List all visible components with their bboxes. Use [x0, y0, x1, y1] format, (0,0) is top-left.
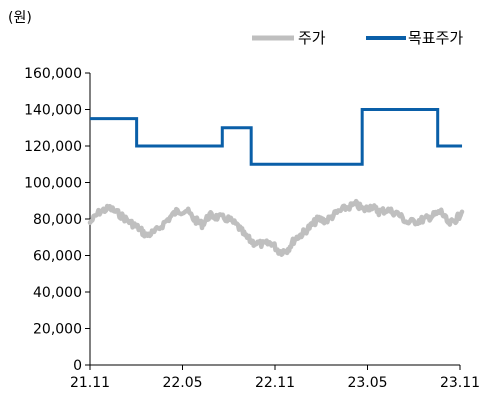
x-tick-label: 21.11 — [70, 375, 110, 391]
y-tick-label: 100,000 — [24, 176, 82, 192]
legend: 주가 목표주가 — [252, 29, 463, 47]
series-line-price — [87, 198, 465, 257]
legend-label-price: 주가 — [298, 29, 326, 47]
x-tick-label: 23.11 — [440, 375, 480, 391]
y-axis: 0 20,000 40,000 60,000 80,000 100,000 120,000 1… — [24, 66, 91, 374]
x-tick-label: 23.05 — [347, 375, 387, 391]
y-tick-label: 140,000 — [24, 103, 82, 119]
series-layer — [87, 108, 465, 257]
legend-label-target: 목표주가 — [408, 29, 463, 47]
y-tick-label: 160,000 — [24, 66, 82, 82]
y-tick-label: 40,000 — [33, 285, 82, 301]
series-line-target — [90, 108, 463, 166]
x-axis: 21.11 22.05 22.11 23.05 23.11 — [70, 364, 480, 391]
y-tick-label: 0 — [73, 358, 82, 374]
y-tick-label: 120,000 — [24, 139, 82, 155]
unit-label: (원) — [8, 10, 32, 26]
x-tick-label: 22.11 — [255, 375, 295, 391]
y-tick-label: 60,000 — [33, 249, 82, 265]
y-tick-label: 80,000 — [33, 212, 82, 228]
y-tick-label: 20,000 — [33, 322, 82, 338]
x-tick-label: 22.05 — [162, 375, 202, 391]
